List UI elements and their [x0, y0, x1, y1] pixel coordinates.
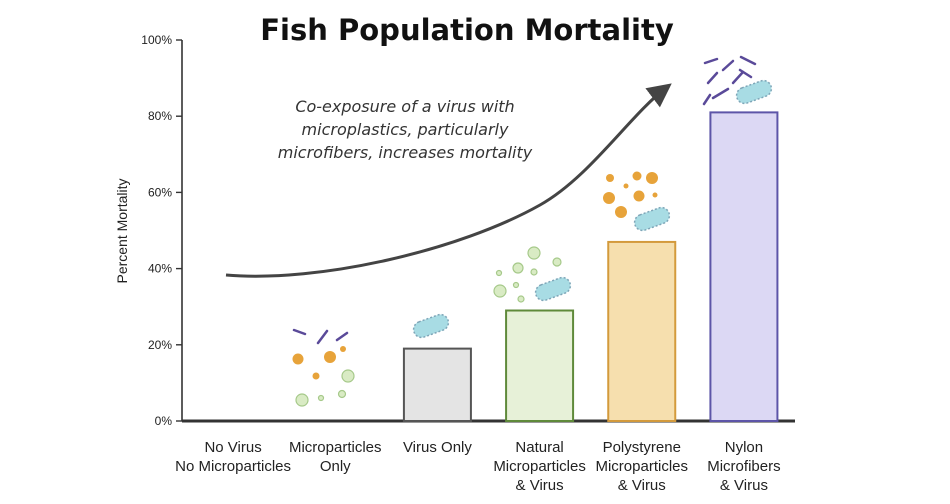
x-tick-label: Virus Only	[403, 439, 472, 456]
x-tick-label: Natural Microparticles & Virus	[493, 439, 586, 494]
microparticle-icon	[292, 346, 355, 407]
virus-icon	[735, 79, 773, 105]
y-tick-label: 40%	[148, 262, 172, 276]
x-tick-label: Microparticles Only	[289, 439, 382, 475]
trend-arrow	[225, 83, 672, 278]
microparticle-icon	[603, 171, 658, 218]
y-tick-label: 20%	[148, 338, 172, 352]
virus-icon	[633, 206, 671, 232]
bar	[402, 347, 472, 422]
bar	[607, 240, 677, 422]
bars	[402, 111, 779, 423]
x-tick-label: No Virus No Microparticles	[175, 439, 291, 475]
bar	[709, 111, 779, 422]
virus-icon	[534, 276, 572, 302]
bar	[505, 309, 575, 423]
y-tick-label: 100%	[141, 33, 172, 47]
y-axis-label: Percent Mortality	[114, 178, 130, 283]
chart-title: Fish Population Mortality	[260, 13, 674, 47]
icons	[292, 55, 773, 407]
annotation: Co-exposure of a virus with microplastics…	[278, 97, 533, 162]
y-axis: 0% 20% 40% 60% 80% 100%	[141, 33, 183, 428]
microfiber-icon	[292, 328, 349, 345]
virus-icon	[412, 313, 450, 339]
microfiber-icon	[702, 55, 757, 106]
x-tick-label: Polystyrene Microparticles & Virus	[595, 439, 688, 494]
y-tick-label: 0%	[155, 414, 173, 428]
microparticle-icon	[493, 246, 562, 303]
x-tick-label: Nylon Microfibers & Virus	[707, 439, 780, 494]
y-tick-label: 60%	[148, 185, 172, 199]
annotation-text: Co-exposure of a virus with microplastics…	[278, 97, 533, 162]
y-tick-label: 80%	[148, 109, 172, 123]
